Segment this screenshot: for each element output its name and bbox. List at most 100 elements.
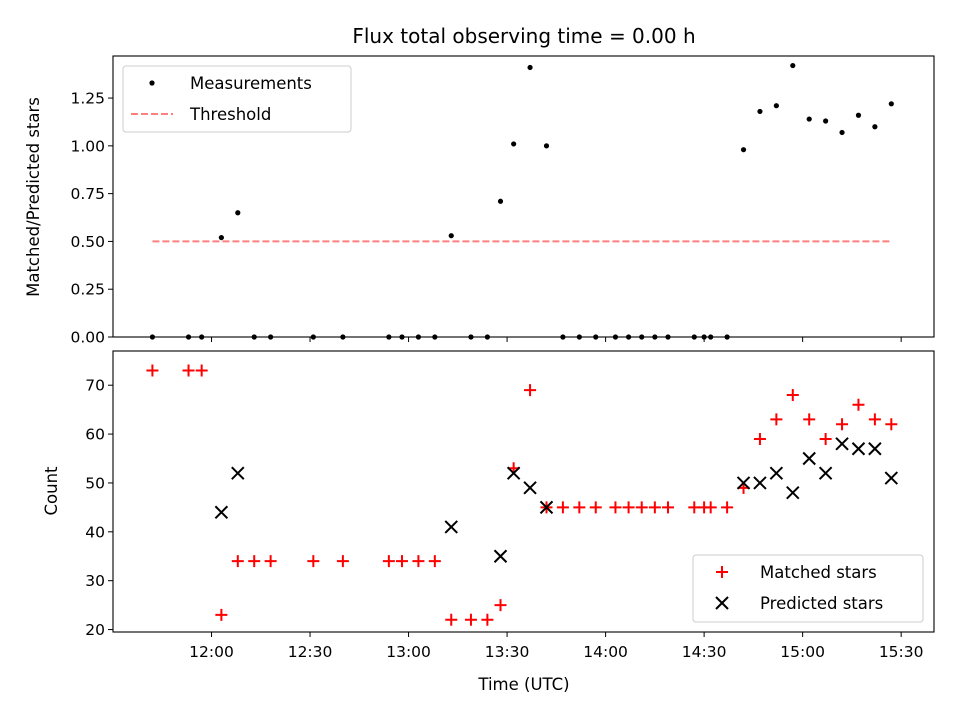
matched-star-point	[307, 555, 320, 568]
bottom-y-tick-label: 40	[85, 523, 105, 541]
measurement-point	[497, 198, 504, 204]
measurement-point	[543, 143, 550, 149]
x-tick-label: 15:00	[780, 643, 825, 661]
predicted-star-point	[884, 471, 899, 485]
chart-title: Flux total observing time = 0.00 h	[352, 24, 695, 48]
top-y-tick-label: 0.50	[70, 233, 105, 251]
matched-star-point	[753, 432, 766, 445]
matched-star-point	[556, 501, 569, 514]
predicted-star-point	[818, 466, 833, 480]
matched-star-point	[573, 501, 586, 514]
top-legend-box	[122, 65, 352, 133]
matched-star-point	[395, 555, 408, 568]
predicted-star-point	[523, 481, 537, 495]
predicted-star-point	[835, 437, 849, 451]
matched-star-point	[524, 384, 537, 397]
bottom-y-tick-label: 20	[85, 621, 105, 639]
measurement-point	[855, 112, 862, 118]
measurement-point	[511, 141, 517, 147]
matched-star-point	[803, 413, 816, 426]
measurement-point	[839, 129, 845, 136]
predicted-star-point	[214, 505, 229, 519]
x-tick-label: 12:30	[288, 643, 333, 661]
bottom-y-tick-label: 60	[85, 426, 105, 444]
matched-star-point	[622, 501, 635, 514]
top-legend: Measurements Threshold	[122, 65, 352, 133]
predicted-star-point	[736, 476, 751, 490]
matched-star-point	[770, 413, 783, 426]
measurement-point	[806, 116, 812, 122]
legend-marker-predicted-stars	[715, 596, 729, 610]
matched-star-point	[464, 613, 477, 626]
matched-star-point	[589, 501, 602, 514]
bottom-plot-area	[146, 364, 899, 626]
predicted-star-point	[506, 466, 521, 480]
matched-star-point	[852, 398, 865, 411]
matched-star-point	[661, 501, 674, 514]
measurement-point	[790, 62, 796, 69]
top-y-tick-label: 0.75	[70, 185, 105, 203]
matched-star-point	[481, 613, 494, 626]
measurement-point	[773, 103, 779, 109]
measurement-point	[235, 210, 241, 216]
predicted-star-point	[493, 549, 508, 563]
x-axis-label: Time (UTC)	[477, 675, 569, 694]
matched-star-point	[648, 501, 661, 514]
bottom-y-tick-label: 50	[85, 474, 105, 492]
measurement-point	[740, 147, 747, 153]
legend-label-measurements: Measurements	[190, 74, 312, 93]
x-tick-label: 14:00	[583, 643, 628, 661]
top-y-tick-label: 1.00	[70, 137, 105, 155]
measurement-point	[872, 124, 878, 130]
legend-label-predicted-stars: Predicted stars	[760, 594, 883, 613]
x-tick-label: 13:30	[485, 643, 530, 661]
matched-star-point	[868, 413, 881, 426]
predicted-star-point	[539, 500, 554, 515]
bottom-legend: Matched stars Predicted stars	[692, 554, 924, 623]
x-tick-label: 14:30	[682, 643, 727, 661]
bottom-axes-frame	[112, 350, 935, 633]
bottom-legend-box	[692, 554, 924, 623]
bottom-axis-ticks: 20 30 40 50 60 70 12:00 12:30 13:00 13:30 14:00 14:…	[85, 377, 923, 661]
legend-marker-measurements	[149, 80, 155, 86]
legend-label-matched-stars: Matched stars	[760, 563, 877, 582]
predicted-star-point	[868, 442, 882, 456]
bottom-y-axis-label: Count	[42, 466, 61, 516]
matched-star-point	[264, 555, 277, 568]
matched-star-point	[635, 501, 648, 514]
top-axes-frame	[112, 55, 935, 338]
top-y-tick-label: 0.00	[70, 329, 105, 347]
predicted-star-point	[802, 451, 816, 466]
measurement-point	[527, 64, 533, 71]
legend-label-threshold: Threshold	[189, 105, 271, 124]
bottom-y-tick-label: 70	[85, 377, 105, 395]
top-y-tick-label: 1.25	[70, 90, 105, 108]
measurement-point	[218, 234, 224, 241]
matched-star-point	[336, 555, 349, 568]
matched-star-point	[836, 418, 849, 431]
top-axis-ticks: 0.00 0.25 0.50 0.75 1.00 1.25	[70, 90, 902, 347]
matched-star-point	[195, 364, 208, 377]
bottom-y-tick-label: 30	[85, 572, 105, 590]
matched-star-point	[885, 418, 898, 431]
predicted-star-point	[753, 476, 767, 490]
matched-star-point	[819, 432, 832, 445]
x-tick-label: 15:30	[879, 643, 924, 661]
x-tick-label: 12:00	[189, 643, 234, 661]
matched-star-point	[231, 555, 244, 568]
top-y-axis-label: Matched/Predicted stars	[24, 97, 43, 297]
measurement-point	[448, 233, 454, 239]
matched-star-point	[609, 501, 622, 514]
predicted-star-point	[444, 520, 458, 534]
matched-star-point	[146, 364, 159, 377]
measurement-point	[888, 101, 894, 107]
predicted-star-point	[786, 486, 800, 500]
matched-star-point	[248, 555, 261, 568]
matched-star-point	[445, 613, 458, 626]
predicted-star-point	[231, 466, 245, 480]
top-y-tick-label: 0.25	[70, 281, 105, 299]
matched-star-point	[182, 364, 195, 377]
matched-star-point	[382, 555, 395, 568]
predicted-star-point	[769, 466, 784, 480]
